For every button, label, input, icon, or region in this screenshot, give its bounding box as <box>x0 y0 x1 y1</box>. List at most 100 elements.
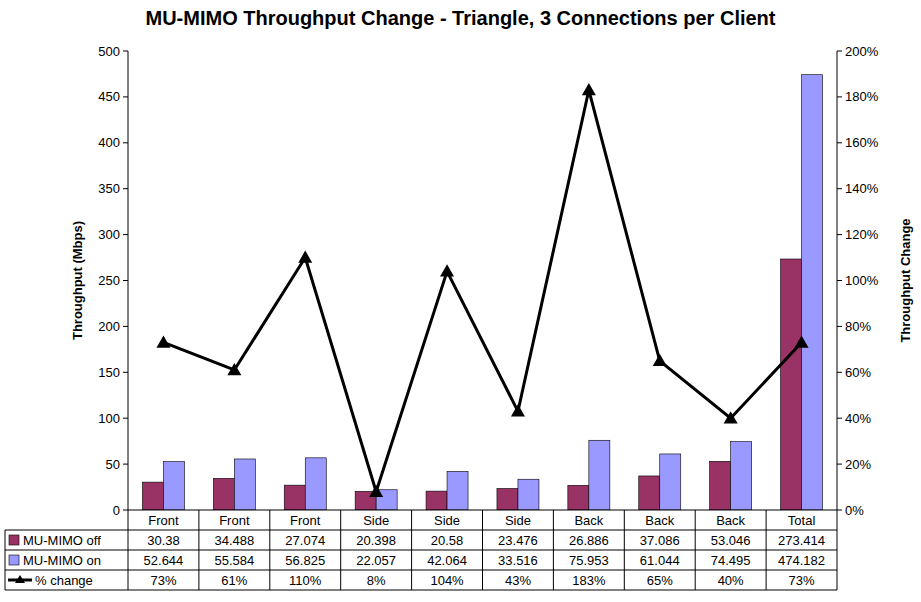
y2-axis-label: Throughput Change <box>898 218 913 342</box>
marker <box>724 411 738 423</box>
marker <box>653 354 667 366</box>
data-label: 273.414 <box>778 533 825 548</box>
marker <box>156 335 170 347</box>
bar <box>568 485 589 510</box>
x-tick-label: Side <box>434 513 460 528</box>
y2-tick-label: 200% <box>845 44 879 59</box>
data-label: 53.046 <box>711 533 751 548</box>
y-tick <box>123 326 128 327</box>
y2-tick <box>837 326 842 327</box>
y-tick-label: 100 <box>98 411 120 426</box>
data-label: 73% <box>789 573 815 588</box>
table-line <box>5 570 837 571</box>
table-line <box>5 530 837 531</box>
y2-tick-label: 160% <box>845 135 879 150</box>
data-label: 73% <box>150 573 176 588</box>
data-label: 34.488 <box>214 533 254 548</box>
legend-swatch <box>9 535 19 545</box>
x-tick-label: Back <box>716 513 745 528</box>
y-tick-label: 50 <box>106 457 120 472</box>
bar <box>589 440 610 510</box>
y2-tick <box>837 280 842 281</box>
y2-tick <box>837 188 842 189</box>
bar <box>163 462 184 510</box>
data-label: 42.064 <box>427 553 467 568</box>
bar <box>710 461 731 510</box>
data-label: 26.886 <box>569 533 609 548</box>
y-tick <box>123 464 128 465</box>
table-line <box>5 550 837 551</box>
marker <box>511 404 525 416</box>
bar <box>639 476 660 510</box>
data-label: 55.584 <box>214 553 254 568</box>
table-line <box>5 530 6 590</box>
y-tick-label: 500 <box>98 44 120 59</box>
y2-tick <box>837 510 842 511</box>
y2-tick <box>837 142 842 143</box>
x-tick-label: Side <box>363 513 389 528</box>
y-tick <box>123 188 128 189</box>
bar <box>497 488 518 510</box>
bar <box>518 479 539 510</box>
y2-tick-label: 20% <box>845 457 871 472</box>
y2-tick-label: 40% <box>845 411 871 426</box>
x-tick-label: Front <box>290 513 321 528</box>
y2-tick-label: 120% <box>845 227 879 242</box>
data-label: 110% <box>289 573 322 588</box>
bar <box>802 75 823 510</box>
data-label: 22.057 <box>356 553 396 568</box>
legend-label: MU-MIMO off <box>23 533 101 548</box>
y2-tick <box>837 96 842 97</box>
y-tick-label: 400 <box>98 135 120 150</box>
bar <box>305 458 326 510</box>
data-label: 61% <box>221 573 247 588</box>
bar <box>234 459 255 510</box>
x-tick-label: Side <box>505 513 531 528</box>
y-tick <box>123 234 128 235</box>
data-label: 61.044 <box>640 553 680 568</box>
marker <box>298 251 312 263</box>
data-label: 8% <box>367 573 386 588</box>
x-tick-label: Total <box>788 513 816 528</box>
y2-tick <box>837 464 842 465</box>
plot-area <box>142 75 822 510</box>
bar <box>660 454 681 510</box>
table-line <box>5 590 837 591</box>
y-tick-label: 450 <box>98 89 120 104</box>
y-tick-label: 350 <box>98 181 120 196</box>
data-label: 474.182 <box>778 553 825 568</box>
bar <box>284 485 305 510</box>
data-label: 43% <box>505 573 531 588</box>
data-label: 56.825 <box>285 553 325 568</box>
data-label: 52.644 <box>144 553 184 568</box>
legend-label: % change <box>35 573 93 588</box>
data-label: 37.086 <box>640 533 680 548</box>
y-tick <box>123 510 128 511</box>
bar <box>213 478 234 510</box>
y-tick <box>123 280 128 281</box>
chart: MU-MIMO Throughput Change - Triangle, 3 … <box>0 0 921 602</box>
y-tick <box>123 96 128 97</box>
bar <box>142 482 163 510</box>
legend-label: MU-MIMO on <box>23 553 101 568</box>
y-tick <box>123 142 128 143</box>
y2-tick-label: 100% <box>845 273 879 288</box>
marker <box>369 485 383 497</box>
bar <box>447 471 468 510</box>
data-label: 33.516 <box>498 553 538 568</box>
y-axis <box>128 51 129 510</box>
y2-tick-label: 180% <box>845 89 879 104</box>
y2-tick <box>837 418 842 419</box>
y-tick <box>123 418 128 419</box>
data-label: 30.38 <box>147 533 180 548</box>
bar <box>731 442 752 510</box>
y-tick-label: 0 <box>113 503 120 518</box>
line <box>163 90 801 492</box>
y2-tick-label: 140% <box>845 181 879 196</box>
data-label: 104% <box>430 573 464 588</box>
legend-swatch <box>9 555 19 565</box>
y2-tick <box>837 372 842 373</box>
y-tick-label: 300 <box>98 227 120 242</box>
bar <box>781 259 802 510</box>
title: MU-MIMO Throughput Change - Triangle, 3 … <box>146 7 776 29</box>
